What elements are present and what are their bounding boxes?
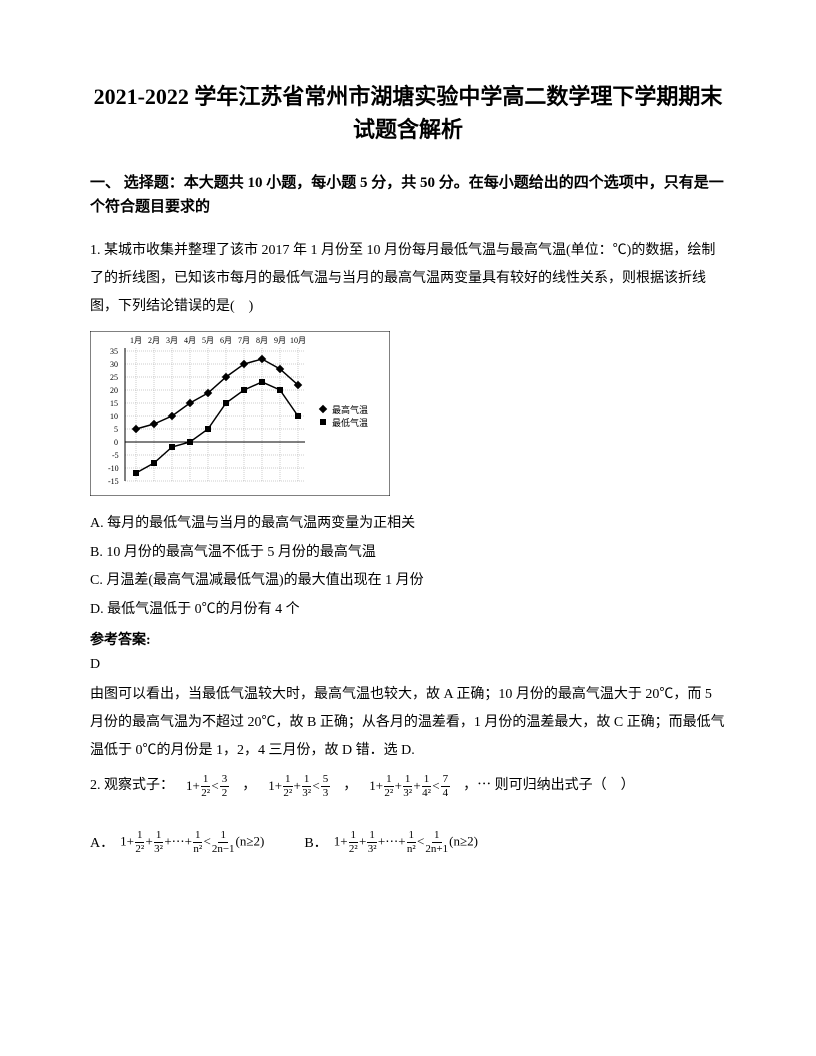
formula-option-b: 1+12²+13²+⋯+1n²<12n+1(n≥2)	[334, 830, 478, 855]
svg-text:25: 25	[110, 373, 118, 382]
svg-text:5: 5	[114, 425, 118, 434]
svg-text:10: 10	[110, 412, 118, 421]
section-header: 一、 选择题：本大题共 10 小题，每小题 5 分，共 50 分。在每小题给出的…	[90, 171, 726, 219]
option-b: B. 10 月份的最高气温不低于 5 月份的最高气温	[90, 540, 726, 567]
explanation-text: 由图可以看出，当最低气温较大时，最高气温也较大，故 A 正确；10 月份的最高气…	[90, 681, 726, 765]
q2-opt-a-label: A．	[90, 832, 114, 852]
svg-text:15: 15	[110, 399, 118, 408]
svg-text:35: 35	[110, 347, 118, 356]
svg-text:-5: -5	[112, 451, 119, 460]
svg-text:20: 20	[110, 386, 118, 395]
option-a: A. 每月的最低气温与当月的最高气温两变量为正相关	[90, 511, 726, 538]
svg-text:1月: 1月	[130, 336, 142, 345]
svg-text:8月: 8月	[256, 336, 268, 345]
option-c: C. 月温差(最高气温减最低气温)的最大值出现在 1 月份	[90, 568, 726, 595]
formula-2: 1+12²+13²<53	[268, 774, 331, 799]
svg-text:0: 0	[114, 438, 118, 447]
q2-opt-b-label: B．	[304, 832, 327, 852]
q2-prefix: 2. 观察式子：	[90, 773, 174, 800]
answer-label: 参考答案:	[90, 629, 726, 649]
page-title: 2021-2022 学年江苏省常州市湖塘实验中学高二数学理下学期期末试题含解析	[90, 80, 726, 146]
svg-text:6月: 6月	[220, 336, 232, 345]
q2-option-b: B． 1+12²+13²+⋯+1n²<12n+1(n≥2)	[304, 830, 478, 855]
question-1-text: 1. 某城市收集并整理了该市 2017 年 1 月份至 10 月份每月最低气温与…	[90, 237, 726, 321]
formula-option-a: 1+12²+13²+⋯+1n²<12n−1(n≥2)	[120, 830, 264, 855]
svg-text:9月: 9月	[274, 336, 286, 345]
q2-suffix: ，⋯ 则可归纳出式子（ ）	[463, 773, 635, 800]
q2-options-row: A． 1+12²+13²+⋯+1n²<12n−1(n≥2) B． 1+12²+1…	[90, 830, 726, 855]
svg-text:最高气温: 最高气温	[332, 404, 368, 415]
svg-text:7月: 7月	[238, 336, 250, 345]
temperature-chart: 1月 2月 3月 4月 5月 6月 7月 8月 9月 10月 35 30 25 …	[90, 331, 390, 496]
svg-text:-10: -10	[108, 464, 119, 473]
svg-text:-15: -15	[108, 477, 119, 486]
option-d: D. 最低气温低于 0℃的月份有 4 个	[90, 597, 726, 624]
formula-3: 1+12²+13²+14²<74	[369, 774, 451, 799]
svg-text:5月: 5月	[202, 336, 214, 345]
formula-1: 1+12²<32	[186, 774, 230, 799]
q2-option-a: A． 1+12²+13²+⋯+1n²<12n−1(n≥2)	[90, 830, 264, 855]
svg-text:最低气温: 最低气温	[332, 417, 368, 428]
svg-text:4月: 4月	[184, 336, 196, 345]
svg-text:2月: 2月	[148, 336, 160, 345]
svg-text:10月: 10月	[290, 336, 306, 345]
question-2-line: 2. 观察式子： 1+12²<32 ， 1+12²+13²<53 ， 1+12²…	[90, 773, 726, 800]
svg-text:30: 30	[110, 360, 118, 369]
answer-letter: D	[90, 657, 726, 673]
svg-text:3月: 3月	[166, 336, 178, 345]
